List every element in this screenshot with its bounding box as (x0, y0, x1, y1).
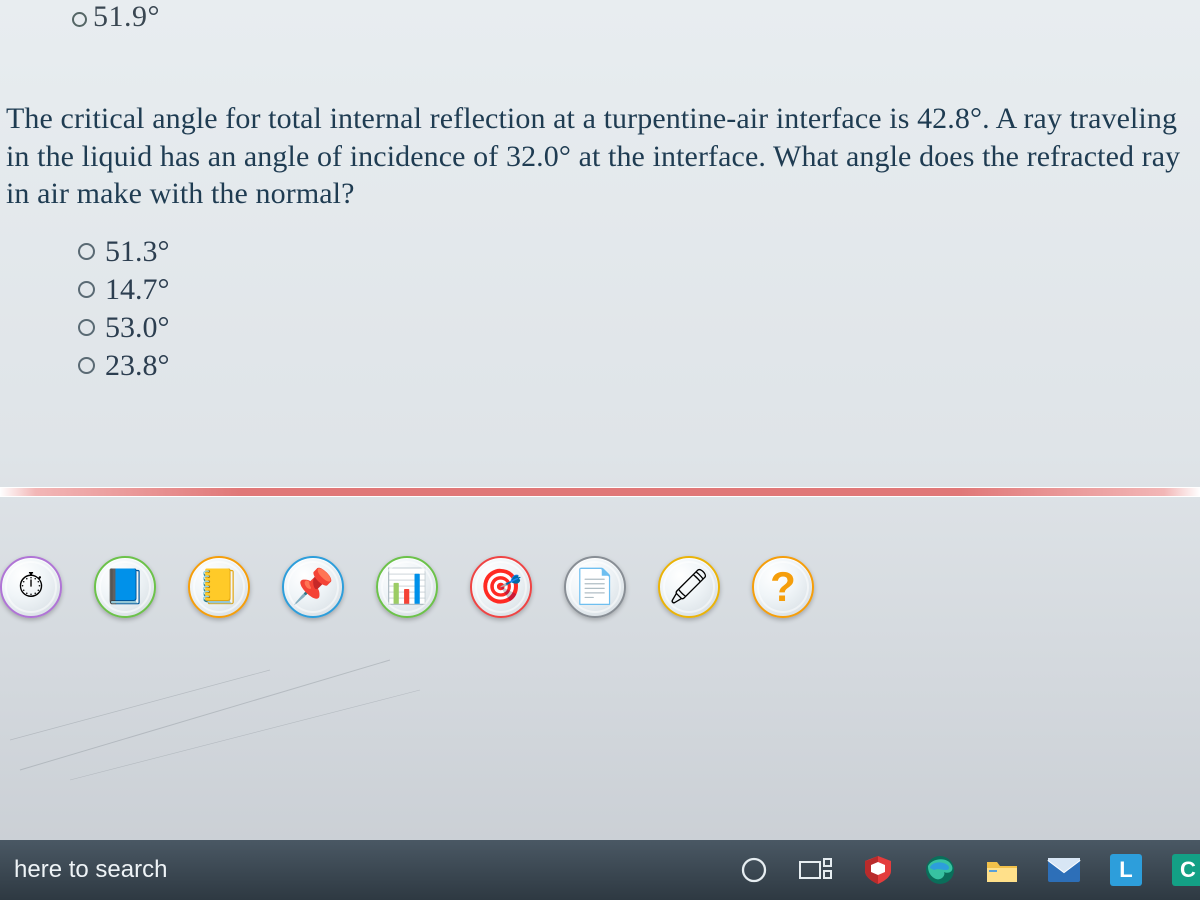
tool-row: ⏱ 📘 📒 📌 📊 🎯 📄 🖍? (0, 556, 814, 618)
svg-text:C: C (1180, 857, 1196, 882)
taskbar: here to search L (0, 840, 1200, 900)
app-c-icon[interactable]: C (1168, 850, 1200, 890)
answer-label: 23.8° (105, 349, 170, 383)
help-icon[interactable]: ? (752, 556, 814, 618)
prev-question-fragment: 51.9° (72, 0, 160, 34)
answer-label: 14.7° (105, 273, 170, 307)
chart-icon[interactable]: 📊 (376, 556, 438, 618)
question-text: The critical angle for total internal re… (6, 100, 1194, 213)
svg-text:L: L (1119, 857, 1132, 882)
answer-label: 53.0° (105, 311, 170, 345)
prev-answer-label: 51.9° (93, 0, 160, 33)
calc-icon[interactable]: 📒 (188, 556, 250, 618)
screen-root: 51.9° The critical angle for total inter… (0, 0, 1200, 900)
target-icon[interactable]: 🎯 (470, 556, 532, 618)
app-l-icon[interactable]: L (1106, 850, 1146, 890)
formula-icon[interactable]: 📘 (94, 556, 156, 618)
radio-icon[interactable] (78, 319, 95, 336)
scratch-texture (10, 640, 430, 790)
radio-icon[interactable] (78, 357, 95, 374)
mcafee-icon[interactable] (858, 850, 898, 890)
edge-icon[interactable] (920, 850, 960, 890)
answer-label: 51.3° (105, 235, 170, 269)
taskview-icon[interactable] (796, 850, 836, 890)
eraser-icon[interactable]: 🖍 (658, 556, 720, 618)
radio-icon (72, 12, 87, 27)
timer-icon[interactable]: ⏱ (0, 556, 62, 618)
answer-list: 51.3° 14.7° 53.0° 23.8° (78, 235, 1194, 383)
search-input[interactable]: here to search (14, 856, 167, 884)
question-block: The critical angle for total internal re… (0, 100, 1200, 387)
mail-icon[interactable] (1044, 850, 1084, 890)
section-divider (0, 488, 1200, 496)
explorer-icon[interactable] (982, 850, 1022, 890)
answer-option[interactable]: 53.0° (78, 311, 1194, 345)
cortana-icon[interactable] (734, 850, 774, 890)
answer-option[interactable]: 14.7° (78, 273, 1194, 307)
radio-icon[interactable] (78, 243, 95, 260)
note-icon[interactable]: 📄 (564, 556, 626, 618)
answer-option[interactable]: 23.8° (78, 349, 1194, 383)
answer-option[interactable]: 51.3° (78, 235, 1194, 269)
pin-icon[interactable]: 📌 (282, 556, 344, 618)
radio-icon[interactable] (78, 281, 95, 298)
